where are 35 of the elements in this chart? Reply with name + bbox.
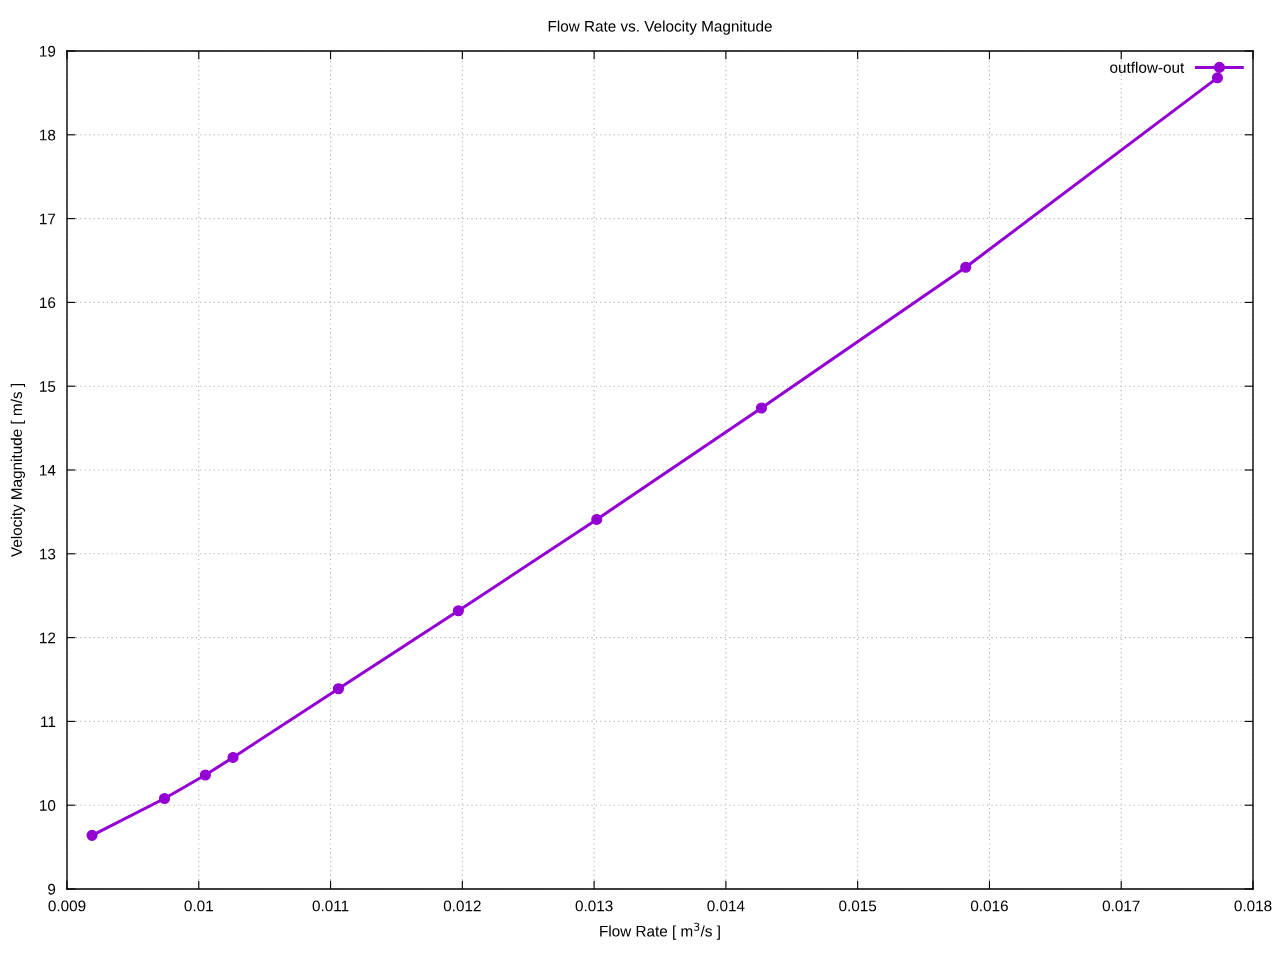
y-tick-label: 18 bbox=[40, 129, 56, 141]
point bbox=[86, 829, 98, 841]
x-tick-label: 0.009 bbox=[48, 900, 86, 912]
point bbox=[591, 513, 603, 525]
y-tick-label: 16 bbox=[40, 297, 56, 309]
y-tick-label: 17 bbox=[40, 213, 56, 225]
point bbox=[158, 792, 171, 805]
y-tick-label: 15 bbox=[40, 381, 56, 392]
y-tick-label: 14 bbox=[40, 465, 56, 476]
y-axis-title: Velocity Magnitude [ m/s ] bbox=[10, 384, 26, 557]
x-tick-label: 0.015 bbox=[839, 900, 877, 912]
legend-label: outflow-out bbox=[1110, 61, 1185, 73]
y-tick-label: 11 bbox=[41, 716, 56, 727]
chart-title: Flow Rate vs. Velocity Magnitude bbox=[548, 20, 772, 35]
point bbox=[755, 402, 768, 414]
y-tick-label: 12 bbox=[40, 632, 56, 644]
x-tick-label: 0.017 bbox=[1102, 900, 1140, 912]
x-axis-title: Flow Rate [ m$^{3}$/s ] bbox=[600, 922, 720, 940]
x-tick-label: 0.011 bbox=[312, 900, 349, 912]
x-tick-label: 0.014 bbox=[707, 900, 745, 912]
point bbox=[332, 683, 345, 695]
y-tick-label: 13 bbox=[40, 548, 56, 560]
x-tick-label: 0.018 bbox=[1234, 900, 1272, 912]
x-tick-label: 0.013 bbox=[575, 900, 613, 912]
point bbox=[960, 261, 972, 273]
point bbox=[452, 605, 464, 617]
y-tick-label: 19 bbox=[40, 45, 56, 57]
point bbox=[199, 769, 211, 781]
point bbox=[1211, 72, 1223, 84]
x-tick-label: 0.016 bbox=[970, 900, 1008, 912]
x-tick-label: 0.01 bbox=[184, 900, 213, 912]
y-tick-label: 10 bbox=[40, 800, 56, 811]
x-tick-label: 0.012 bbox=[443, 900, 481, 912]
point bbox=[227, 751, 239, 763]
y-tick-label: 9 bbox=[48, 883, 56, 895]
